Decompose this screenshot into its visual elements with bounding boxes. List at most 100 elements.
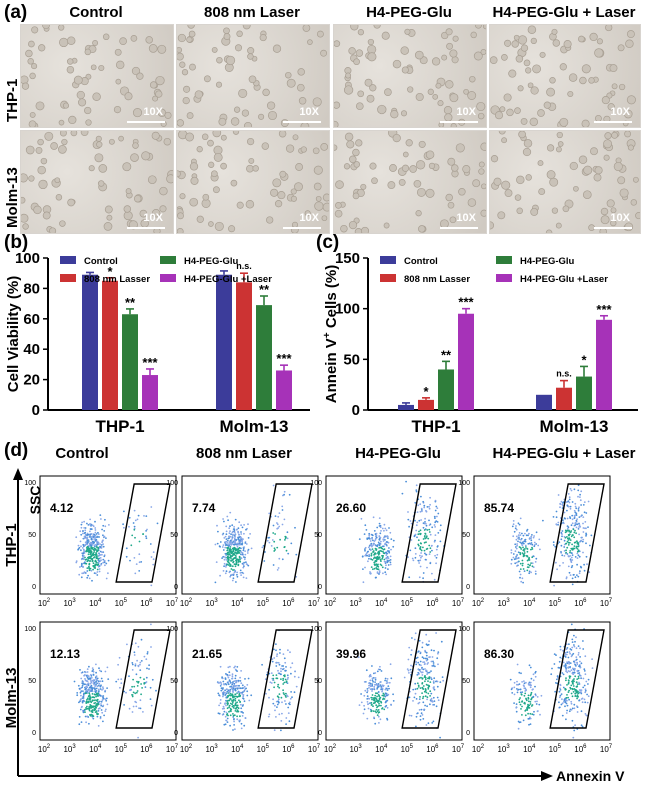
plot-frame [325, 475, 463, 595]
micrograph-0-1: 10X [176, 24, 330, 128]
significance-label: * [423, 384, 429, 399]
x-tick-label: 103 [63, 744, 76, 754]
flow-column-header: H4-PEG-Glu + Laser [493, 445, 636, 462]
plot-frame [473, 621, 611, 741]
plot-frame [181, 475, 319, 595]
y-tick-label: 100 [166, 480, 178, 487]
ssc-arrow [13, 468, 23, 480]
x-tick-label: 106 [574, 598, 587, 608]
gate-polygon [115, 629, 171, 729]
scale-bar [283, 121, 321, 123]
gate-percentage: 12.13 [50, 647, 80, 661]
scatter-points [73, 623, 157, 739]
scatter-points [216, 629, 300, 732]
significance-label: ** [125, 295, 136, 310]
y-tick-label: 0 [174, 584, 178, 591]
x-tick-label: 102 [180, 744, 193, 754]
x-tick-label: 105 [115, 598, 128, 608]
y-tick-label: 0 [352, 402, 360, 419]
legend-swatch [496, 256, 512, 264]
x-tick-label: 106 [140, 744, 153, 754]
significance-label: * [107, 264, 113, 279]
scatter-points [358, 480, 445, 584]
x-tick-label: Molm-13 [220, 417, 289, 436]
annexin-arrow [541, 771, 553, 781]
x-tick-label: 103 [349, 744, 362, 754]
flow-column-header: Control [55, 445, 108, 462]
significance-label: *** [596, 302, 612, 317]
flow-column-header: H4-PEG-Glu [355, 445, 441, 462]
annexin-label: Annexin V [556, 768, 625, 784]
flow-cytometry-grid: Control 808 nm Laser H4-PEG-Glu H4-PEG-Glu … [3, 445, 636, 784]
magnification-label: 10X [456, 212, 476, 224]
gate-percentage: 7.74 [192, 501, 216, 515]
panel-d-letter: (d) [4, 440, 29, 461]
bar [556, 387, 572, 410]
scatter-points [214, 484, 298, 584]
x-tick-label: 104 [89, 598, 102, 608]
micrograph-0-0: 10X [20, 24, 174, 128]
x-tick-label: 106 [282, 598, 295, 608]
legend-label: H4-PEG-Glu +Laser [520, 274, 608, 285]
panel-b-letter: (b) [4, 232, 29, 253]
x-tick-label: 103 [205, 598, 218, 608]
x-tick-label: 106 [426, 598, 439, 608]
y-tick-label: 100 [335, 301, 360, 318]
gate-polygon [549, 483, 605, 583]
significance-label: * [581, 352, 587, 367]
y-tick-label: 80 [23, 280, 40, 297]
y-tick-label: 0 [318, 584, 322, 591]
scale-bar [127, 121, 165, 123]
y-axis-label: Cell Viability (%) [5, 276, 22, 392]
y-tick-label: 50 [28, 532, 36, 539]
x-tick-label: 107 [308, 744, 321, 754]
legend-label: Control [404, 256, 438, 267]
x-tick-label: 106 [574, 744, 587, 754]
y-tick-label: 0 [466, 584, 470, 591]
y-tick-label: 0 [174, 730, 178, 737]
y-tick-label: 0 [32, 584, 36, 591]
x-tick-label: 106 [426, 744, 439, 754]
x-tick-label: 104 [231, 744, 244, 754]
row-label-molm13: Molm-13 [4, 167, 21, 228]
gate-polygon [257, 629, 313, 729]
plot-frame [181, 621, 319, 741]
legend-label: 808 nm Lasser [84, 274, 150, 285]
magnification-label: 10X [143, 106, 163, 118]
micrograph-1-3: 10X [489, 130, 641, 234]
bar [82, 274, 98, 410]
x-tick-label: 102 [324, 598, 337, 608]
y-tick-label: 100 [24, 626, 36, 633]
micrograph-0-3: 10X [489, 24, 641, 128]
bar [576, 376, 592, 410]
y-tick-label: 0 [32, 402, 40, 419]
x-tick-label: 102 [38, 744, 51, 754]
x-tick-label: 107 [452, 744, 465, 754]
gate-polygon [549, 629, 605, 729]
flow-row-label: Molm-13 [3, 668, 20, 729]
x-tick-label: 105 [549, 744, 562, 754]
bar [236, 282, 252, 410]
panel-c-letter: (c) [316, 232, 340, 253]
bar [122, 314, 138, 410]
bar [398, 404, 414, 410]
gate-polygon [401, 483, 457, 583]
y-tick-label: 100 [310, 626, 322, 633]
magnification-label: 10X [299, 212, 319, 224]
gate-polygon [401, 629, 457, 729]
y-tick-label: 50 [170, 532, 178, 539]
x-tick-label: 107 [600, 598, 613, 608]
bar [418, 399, 434, 410]
legend-label: Control [84, 256, 118, 267]
y-tick-label: 100 [458, 626, 470, 633]
bar [216, 274, 232, 410]
magnification-label: 10X [143, 212, 163, 224]
bar [438, 369, 454, 410]
panel-a-letter: (a) [4, 2, 28, 23]
flow-column-header: 808 nm Laser [196, 445, 292, 462]
legend-swatch [380, 274, 396, 282]
x-tick-label: 107 [166, 744, 179, 754]
